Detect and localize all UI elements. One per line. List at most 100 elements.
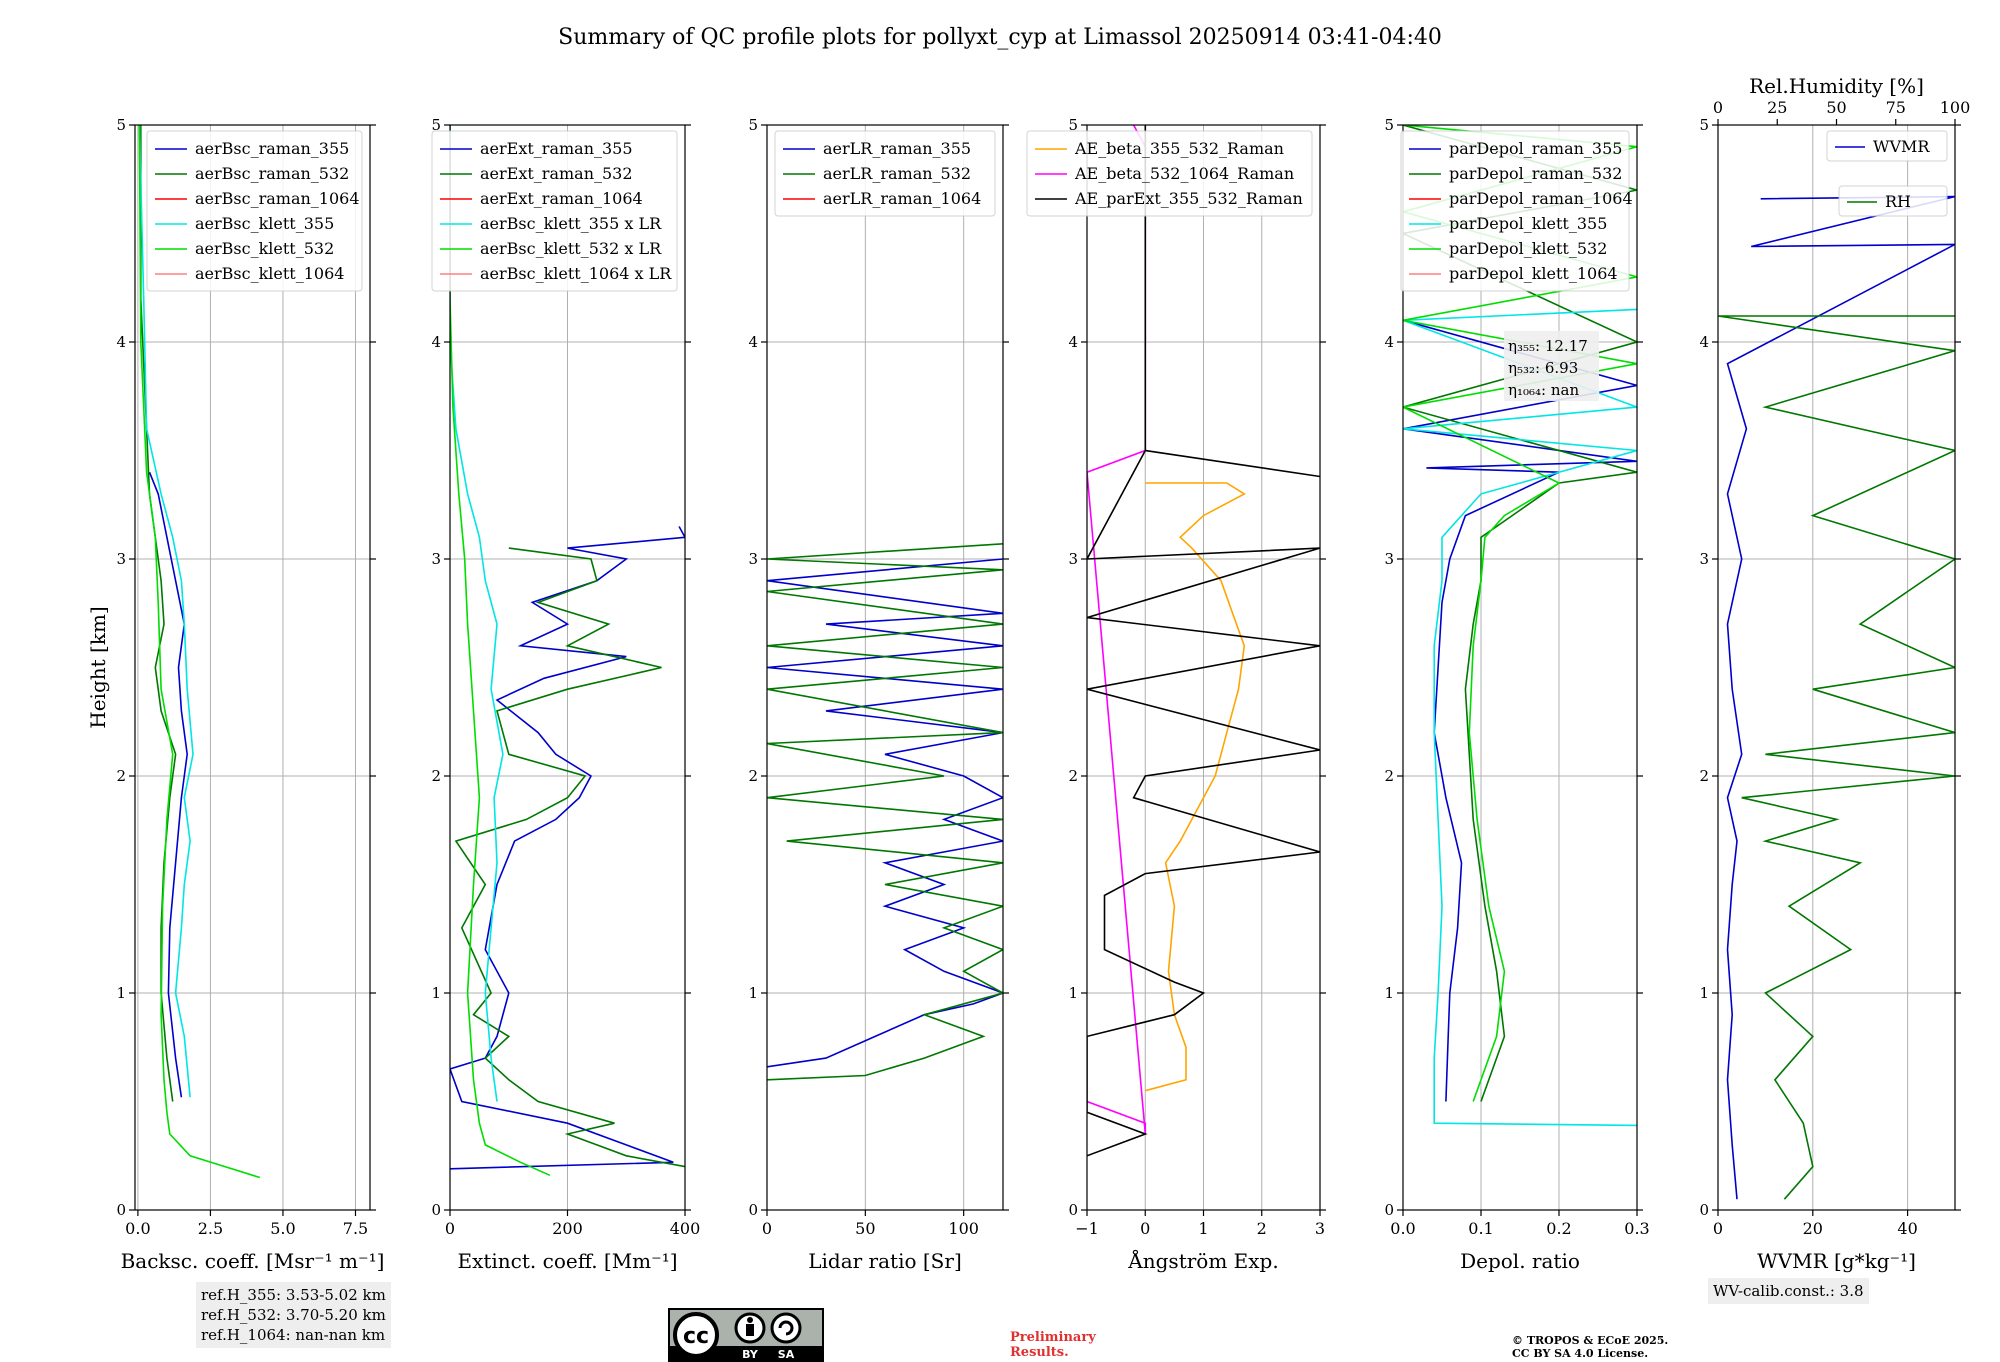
legend-box — [146, 130, 363, 292]
x-tick-label: 0 — [762, 1219, 772, 1238]
y-tick-label: 1 — [1384, 984, 1394, 1002]
ref-height-1064: ref.H_1064: nan-nan km — [201, 1326, 386, 1344]
y-tick-label: 2 — [431, 767, 441, 785]
legend-label: aerLR_raman_532 — [823, 164, 971, 183]
axes-frame — [1717, 124, 1956, 1211]
y-tick-label: 2 — [1699, 767, 1709, 785]
x-tick-label: 20 — [1803, 1219, 1823, 1238]
series-line-aerbsc-klett-532-x-lr — [450, 125, 551, 1177]
x-tick-label: 0.0 — [1390, 1219, 1415, 1238]
x2-tick-label: 75 — [1886, 98, 1906, 117]
y-tick-label: 3 — [1068, 550, 1078, 568]
x2-tick-label: 0 — [1713, 98, 1723, 117]
panel-lr: 0 50 100 0 1 2 3 4 5 Lidar ratio [Sr] aerLR_raman_… — [748, 116, 1009, 1273]
y-tick-label: 1 — [431, 984, 441, 1002]
x-axis-label: WVMR [g*kg⁻¹] — [1757, 1249, 1916, 1273]
panel-depol: 0.0 0.1 0.2 0.3 0 1 2 3 4 5 Depol. ratio parDepol_r… — [1384, 116, 1649, 1273]
y-tick-label: 2 — [748, 767, 758, 785]
legend-label: parDepol_klett_355 — [1449, 214, 1607, 233]
y-tick-label: 2 — [1068, 767, 1078, 785]
y-tick-label: 4 — [1699, 333, 1709, 351]
legend-label: aerBsc_klett_1064 x LR — [480, 264, 672, 283]
copyright-line-1: © TROPOS & ECoE 2025. — [1512, 1334, 1669, 1347]
x-tick-label: −1 — [1075, 1219, 1099, 1238]
legend-box — [1026, 130, 1313, 217]
legend-label: AE_beta_532_1064_Raman — [1074, 164, 1294, 183]
y-tick-label: 0 — [1068, 1201, 1078, 1219]
x-tick-label: 5.0 — [270, 1219, 295, 1238]
y-tick-label: 5 — [116, 116, 126, 134]
panel-bsc: 0.0 2.5 5.0 7.5 0 1 2 3 4 5 Backsc. coeff. [Msr⁻¹ … — [86, 116, 384, 1273]
legend-box — [1826, 130, 1948, 162]
y-tick-label: 1 — [748, 984, 758, 1002]
x-tick-label: 50 — [855, 1219, 875, 1238]
x-tick-label: 0 — [445, 1219, 455, 1238]
series-line-aerbsc-klett-355 — [138, 125, 194, 1098]
legend-label: parDepol_klett_1064 — [1449, 264, 1618, 283]
eta-box — [1504, 331, 1599, 401]
y-axis-label: Height [km] — [86, 606, 110, 728]
y-tick-label: 4 — [1384, 333, 1394, 351]
cc-license-logo: cc BY SA — [668, 1308, 824, 1362]
legend-label: WVMR — [1873, 137, 1930, 156]
y-tick-label: 2 — [1384, 767, 1394, 785]
legend-label: AE_beta_355_532_Raman — [1074, 139, 1284, 158]
x-axis-label: Depol. ratio — [1460, 1249, 1580, 1273]
series-line-ae-beta-532-1064-raman — [1087, 125, 1147, 1135]
y-tick-label: 1 — [1699, 984, 1709, 1002]
ref-height-355: ref.H_355: 3.53-5.02 km — [201, 1286, 386, 1304]
legend-label: aerBsc_raman_1064 — [195, 189, 360, 208]
y-tick-label: 5 — [1699, 116, 1709, 134]
legend-label: aerBsc_klett_355 x LR — [480, 214, 662, 233]
legend-label: parDepol_raman_532 — [1449, 164, 1622, 183]
panel-wv: 0 20 40 0 1 2 3 4 5 WVMR [g*kg⁻¹] 0 25 50 75 100 Rel.Hu… — [1699, 74, 1970, 1273]
copyright-line-2: CC BY SA 4.0 License. — [1512, 1347, 1649, 1360]
preliminary-results-note: Preliminary Results. — [1010, 1330, 1096, 1360]
x-axis-label: Backsc. coeff. [Msr⁻¹ m⁻¹] — [121, 1249, 385, 1273]
y-tick-label: 3 — [116, 550, 126, 568]
x-tick-label: 2.5 — [198, 1219, 223, 1238]
legend-label: aerBsc_raman_355 — [195, 139, 349, 158]
x-tick-label: 0 — [1713, 1219, 1723, 1238]
legend-box — [431, 130, 678, 292]
x-tick-label: 0.0 — [125, 1219, 150, 1238]
y-tick-label: 2 — [116, 767, 126, 785]
axes-frame — [1402, 124, 1638, 1211]
y-tick-label: 5 — [1384, 116, 1394, 134]
x-tick-label: 3 — [1315, 1219, 1325, 1238]
legend-box — [774, 130, 996, 217]
cc-sa-label: SA — [778, 1348, 795, 1361]
series-line-aerbsc-klett-355-x-lr — [450, 125, 504, 1102]
legend-label: RH — [1885, 192, 1911, 211]
y-tick-label: 0 — [431, 1201, 441, 1219]
legend-label: aerBsc_raman_532 — [195, 164, 349, 183]
series-line-aerext-raman-355 — [450, 526, 685, 1170]
series-line-pardepol-klett-355 — [1403, 308, 1637, 1127]
series-line-rh — [1718, 315, 1955, 1200]
series-line-wvmr — [1726, 195, 1955, 1200]
series-line-aerlr-raman-532 — [767, 543, 1003, 1081]
y-tick-label: 5 — [431, 116, 441, 134]
x-axis-label: Ångström Exp. — [1127, 1248, 1278, 1273]
series-line-ae-beta-355-532-raman — [1145, 482, 1246, 1092]
figure-title: Summary of QC profile plots for pollyxt_… — [558, 25, 1442, 50]
x-tick-label: 0.1 — [1468, 1219, 1493, 1238]
x-tick-label: 0.3 — [1624, 1219, 1649, 1238]
legend-label: aerExt_raman_1064 — [480, 189, 643, 208]
x2-axis-label: Rel.Humidity [%] — [1749, 74, 1924, 98]
y-tick-label: 4 — [116, 333, 126, 351]
y-tick-label: 5 — [748, 116, 758, 134]
legend-box — [1400, 130, 1630, 292]
wv-calib-const: WV-calib.const.: 3.8 — [1713, 1282, 1864, 1300]
y-tick-label: 4 — [748, 333, 758, 351]
series-line-aerlr-raman-355 — [767, 558, 1003, 1068]
y-tick-label: 3 — [1699, 550, 1709, 568]
legend-label: aerLR_raman_355 — [823, 139, 971, 158]
series-line-aerbsc-raman-355 — [148, 471, 189, 1098]
y-tick-label: 4 — [1068, 333, 1078, 351]
y-tick-label: 0 — [1384, 1201, 1394, 1219]
legend-label: aerBsc_klett_532 x LR — [480, 239, 662, 258]
x-axis-label: Lidar ratio [Sr] — [808, 1249, 962, 1273]
y-tick-label: 0 — [748, 1201, 758, 1219]
